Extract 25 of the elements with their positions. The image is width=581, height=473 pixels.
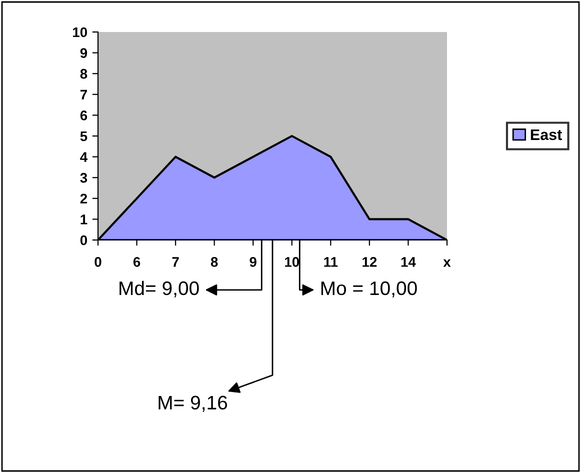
y-tick-label: 8 — [80, 68, 88, 79]
text: Mo = 10,00 — [321, 281, 417, 298]
y-tick-label: 9 — [80, 48, 88, 58]
x-tick-label: 9 — [250, 257, 256, 267]
y-tick-label: 4 — [80, 152, 88, 162]
y-tick-label: 6 — [80, 110, 88, 120]
y-tick-label: 2 — [80, 194, 88, 204]
y-tick-label: 0 — [80, 235, 88, 246]
x-tick-label: 10 — [285, 257, 300, 267]
x-tick-label: 7 — [172, 257, 179, 267]
x-tick-label: 0 — [94, 257, 102, 267]
x-tick-label: 6 — [133, 257, 140, 267]
text: Md= 9,00 — [120, 280, 199, 298]
y-tick-label: 1 — [80, 214, 88, 224]
y-tick-label: 3 — [80, 172, 88, 183]
x-tick-label: 8 — [210, 257, 218, 267]
text: M= 9,16 — [158, 396, 228, 412]
y-tick-label: 7 — [80, 90, 87, 100]
y-tick-label: 10 — [73, 27, 88, 38]
x-tick-label: 14 — [401, 257, 416, 267]
y-tick-label: 5 — [80, 131, 88, 142]
x-tick-label: 12 — [362, 257, 377, 267]
legend-label: East — [530, 129, 562, 140]
x-tick-label: 11 — [324, 257, 338, 267]
x-tick-label: x — [443, 259, 451, 267]
